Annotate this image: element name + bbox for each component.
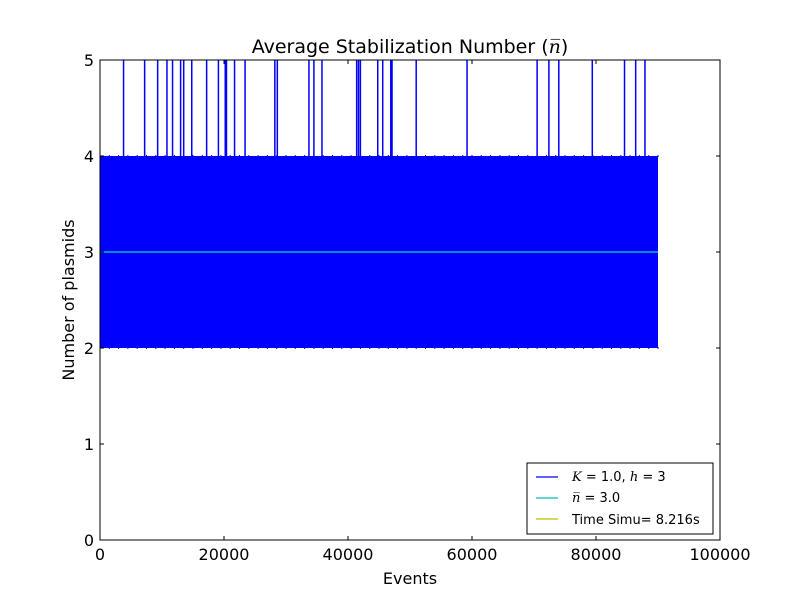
- legend-text-h: = 3: [638, 470, 665, 485]
- y-tick-label: 2: [84, 339, 94, 358]
- legend-label-time: Time Simu= 8.216s: [571, 513, 700, 528]
- y-tick-label: 3: [84, 243, 94, 262]
- y-tick-label: 5: [84, 51, 94, 70]
- x-tick-label: 100000: [689, 545, 750, 564]
- x-tick-label: 80000: [571, 545, 622, 564]
- legend-text-nbar: = 3.0: [580, 491, 620, 506]
- chart-title-symbol: n̅: [549, 36, 561, 58]
- x-tick-label: 40000: [323, 545, 374, 564]
- legend-symbol-nbar: n̅: [572, 491, 580, 506]
- legend-text-k: = 1.0,: [582, 470, 630, 485]
- chart-title: Average Stabilization Number (n̅): [252, 36, 569, 58]
- y-tick-label: 0: [84, 531, 94, 550]
- x-tick-label: 20000: [199, 545, 250, 564]
- legend-symbol-h: h: [630, 470, 638, 485]
- x-axis-label: Events: [383, 569, 437, 588]
- chart-title-suffix: ): [561, 36, 568, 58]
- chart-title-prefix: Average Stabilization Number (: [252, 36, 549, 58]
- y-tick-label: 4: [84, 147, 94, 166]
- plot-area: [100, 60, 658, 349]
- x-tick-label: 0: [95, 545, 105, 564]
- legend-label-mean: n̅ = 3.0: [572, 491, 620, 506]
- y-tick-label: 1: [84, 435, 94, 454]
- y-axis-label: Number of plasmids: [59, 219, 78, 380]
- legend: K = 1.0, h = 3 n̅ = 3.0 Time Simu= 8.216…: [527, 463, 713, 534]
- x-tick-label: 60000: [447, 545, 498, 564]
- legend-text-time: Time Simu= 8.216s: [571, 513, 700, 528]
- legend-label-trajectory: K = 1.0, h = 3: [571, 470, 666, 485]
